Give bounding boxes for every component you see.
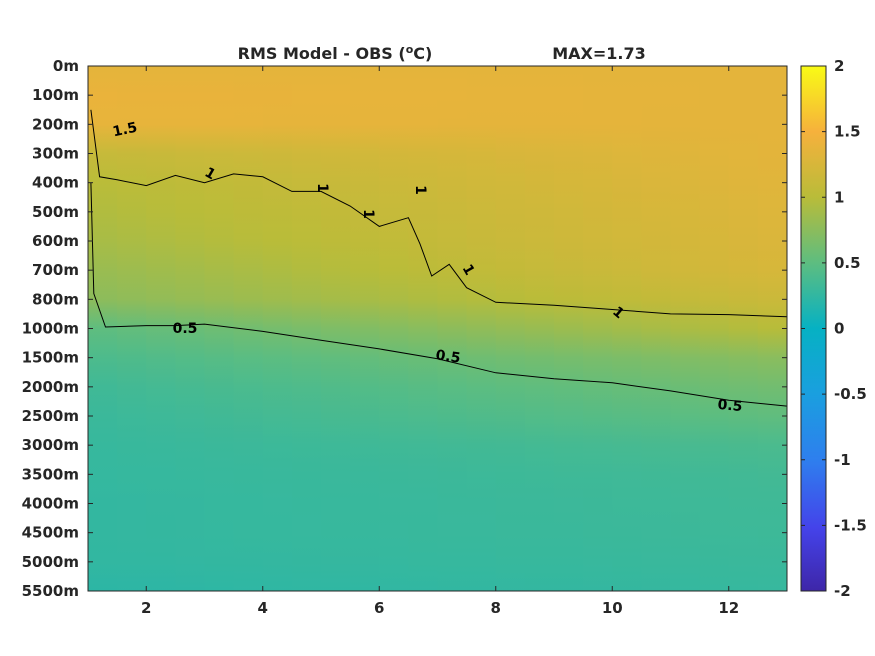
x-tick-label: 10 (602, 599, 623, 617)
y-tick-label: 4000m (22, 495, 79, 513)
field-column (612, 66, 642, 591)
contour-lines (90, 109, 787, 407)
chart-title: RMS Model - OBS (oC) (238, 43, 433, 63)
y-tick-label: 1500m (22, 349, 79, 367)
contour-label: 0.5 (717, 397, 743, 415)
field-column (175, 66, 206, 591)
x-tick-label: 6 (374, 599, 384, 617)
contour-label: 0.5 (435, 347, 462, 366)
rms-field (88, 66, 787, 591)
field-column (350, 66, 380, 591)
x-axis: 2 4 6 8 10 12 (141, 66, 739, 617)
y-tick-label: 200m (32, 115, 79, 133)
field-column (466, 66, 497, 591)
field-column (408, 66, 439, 591)
y-tick-label: 2500m (22, 407, 79, 425)
field-column (146, 66, 176, 591)
contour-line-1 (90, 109, 787, 318)
contour-label: 1 (412, 185, 428, 195)
colorbar-tick-label: 1 (834, 188, 844, 206)
y-tick-label: 600m (32, 232, 79, 250)
field-column (728, 66, 759, 591)
contour-label: 0.5 (173, 321, 198, 337)
field-column (262, 66, 293, 591)
contour-label: 1 (360, 209, 376, 219)
contour-line-0p5 (90, 182, 787, 407)
y-tick-label: 0m (53, 57, 79, 75)
field-column (583, 66, 613, 591)
title-suffix: C) (413, 44, 432, 63)
y-tick-label: 5500m (22, 582, 79, 600)
colorbar-tick-label: 0.5 (834, 254, 861, 272)
colorbar-tick-label: 2 (834, 57, 844, 75)
y-tick-label: 3000m (22, 436, 79, 454)
field-column (291, 66, 322, 591)
x-tick-label: 4 (258, 599, 268, 617)
contour-label: 1 (314, 183, 330, 193)
colorbar-tick-label: -0.5 (834, 385, 867, 403)
field-column (524, 66, 555, 591)
y-tick-label: 4500m (22, 524, 79, 542)
colorbar-tick-label: 1.5 (834, 123, 861, 141)
y-axis: 0m 100m 200m 300m 400m 500m 600m 700m 800m 1000m 1… (22, 57, 787, 600)
x-tick-label: 8 (491, 599, 501, 617)
y-tick-label: 800m (32, 290, 79, 308)
y-tick-label: 300m (32, 145, 79, 163)
field-column (641, 66, 672, 591)
y-tick-label: 700m (32, 261, 79, 279)
field-column (204, 66, 235, 591)
field-column (699, 66, 730, 591)
x-tick-label: 2 (141, 599, 151, 617)
y-tick-label: 3500m (22, 465, 79, 483)
x-tick-label: 12 (718, 599, 739, 617)
colorbar-tick-label: -2 (834, 582, 851, 600)
y-tick-label: 500m (32, 203, 79, 221)
field-column (495, 66, 526, 591)
colorbar-ticks: 2 1.5 1 0.5 0 -0.5 -1 -1.5 -2 (801, 57, 867, 600)
field-column (554, 66, 584, 591)
field-column (321, 66, 351, 591)
colorbar-tick-label: -1.5 (834, 516, 867, 534)
colorbar-tick-label: -1 (834, 451, 851, 469)
y-tick-label: 400m (32, 174, 79, 192)
y-tick-label: 1000m (22, 320, 79, 338)
contour-label: 1.5 (111, 120, 139, 141)
title-prefix: RMS Model - OBS ( (238, 44, 406, 63)
field-column (379, 66, 409, 591)
y-tick-label: 5000m (22, 553, 79, 571)
field-column (670, 66, 701, 591)
field-column (437, 66, 468, 591)
field-column (117, 66, 147, 591)
y-tick-label: 2000m (22, 378, 79, 396)
title-sup: o (406, 43, 414, 56)
colorbar-tick-label: 0 (834, 320, 844, 338)
y-tick-label: 100m (32, 86, 79, 104)
max-annotation: MAX=1.73 (552, 44, 646, 63)
